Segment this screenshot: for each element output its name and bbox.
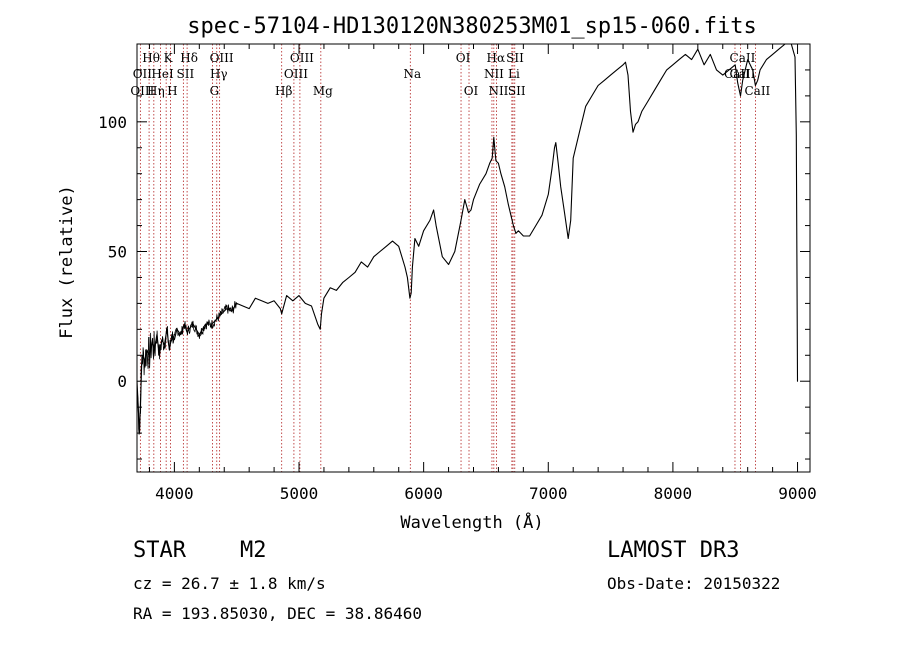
line-label-11: SII (177, 67, 195, 81)
x-tick-label: 6000 (404, 484, 443, 503)
line-label-6: Hα (487, 51, 506, 65)
x-tick-label: 8000 (654, 484, 693, 503)
line-label-22: G (210, 84, 220, 98)
line-label-24: Mg (313, 84, 333, 98)
survey-name: LAMOST DR3 (607, 538, 740, 563)
line-label-5: OI (456, 51, 471, 65)
chart-title: spec-57104-HD130120N380253M01_sp15-060.f… (187, 14, 757, 39)
line-label-23: Hβ (275, 84, 292, 98)
object-class: STAR (133, 538, 186, 563)
line-label-16: Li (508, 67, 520, 81)
line-label-10: HeI (151, 67, 174, 81)
line-label-1: K (164, 51, 174, 65)
x-tick-label: 9000 (778, 484, 817, 503)
line-label-3: OIII (210, 51, 234, 65)
line-label-25: OI (464, 84, 479, 98)
ra-dec-coordinates: RA = 193.85030, DEC = 38.86460 (133, 604, 422, 623)
plot-frame (136, 43, 811, 473)
line-label-19: OIII (130, 84, 154, 98)
line-label-28: CaII (744, 84, 770, 98)
y-tick-label: 100 (98, 113, 127, 132)
line-label-7: SII (506, 51, 524, 65)
spectrum-line (136, 43, 799, 434)
line-label-4: OIII (290, 51, 314, 65)
line-label-21: H (167, 84, 177, 98)
y-tick-label: 50 (108, 243, 127, 262)
x-axis-label: Wavelength (Å) (400, 511, 543, 533)
line-label-20: Hη (147, 84, 165, 98)
spectrum-noise-overlay (137, 301, 237, 435)
line-label-14: Na (403, 67, 421, 81)
line-label-12: Hγ (210, 67, 228, 81)
x-tick-label: 4000 (155, 484, 194, 503)
redshift-velocity: cz = 26.7 ± 1.8 km/s (133, 574, 326, 593)
line-label-13: OIII (284, 67, 308, 81)
line-label-2: Hδ (180, 51, 198, 65)
object-subclass: M2 (240, 538, 267, 563)
x-tick-label: 5000 (280, 484, 319, 503)
x-tick-label: 7000 (529, 484, 568, 503)
line-label-9: OII (133, 67, 153, 81)
y-tick-label: 0 (117, 372, 127, 391)
line-label-26: NII (488, 84, 508, 98)
line-label-15: NII (484, 67, 504, 81)
line-label-27: SII (508, 84, 526, 98)
line-label-0: Hθ (142, 51, 160, 65)
line-label-8: CaII (730, 51, 756, 65)
observation-date: Obs-Date: 20150322 (607, 574, 781, 593)
y-axis-label: Flux (relative) (57, 185, 77, 339)
